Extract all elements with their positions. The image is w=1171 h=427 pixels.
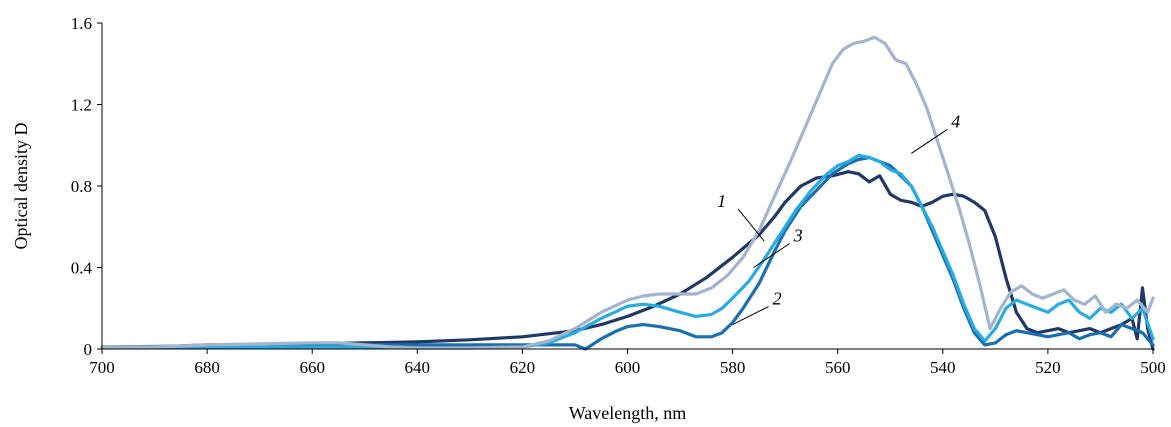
annotation-leader-3 (753, 243, 790, 268)
x-tick-label: 580 (720, 358, 746, 377)
y-tick-label: 1.2 (71, 96, 92, 115)
y-tick-label: 0.4 (71, 259, 93, 278)
x-tick-label: 680 (194, 358, 220, 377)
x-tick-label: 620 (510, 358, 536, 377)
x-tick-label: 500 (1140, 358, 1166, 377)
x-axis-title: Wavelength, nm (569, 403, 687, 423)
series-line-2 (100, 155, 1155, 351)
y-axis-title: Optical density D (11, 123, 31, 250)
y-tick-labels: 0 0.4 0.8 1.2 1.6 (71, 14, 102, 359)
x-tick-label: 640 (405, 358, 431, 377)
curves-layer (100, 35, 1155, 351)
annotation-leader-2 (732, 306, 769, 325)
x-tick-label: 600 (615, 358, 641, 377)
y-tick-label: 1.6 (71, 14, 92, 33)
x-tick-label: 700 (89, 358, 115, 377)
annotation-label-3: 3 (793, 226, 803, 246)
series-line-3 (100, 153, 1155, 350)
curve-annotations: 1 2 3 4 (717, 111, 960, 325)
y-tick-label: 0 (84, 340, 93, 359)
x-tick-labels: 700 680 660 640 620 600 580 560 540 520 500 (89, 349, 1166, 377)
x-tick-label: 660 (299, 358, 325, 377)
x-tick-label: 560 (825, 358, 851, 377)
series-line-4 (100, 35, 1155, 350)
series-line-1 (100, 170, 1155, 351)
annotation-leader-1 (737, 208, 765, 242)
annotation-label-4: 4 (951, 111, 960, 131)
annotation-leader-4 (910, 128, 948, 154)
annotation-label-1: 1 (717, 191, 726, 211)
x-tick-label: 520 (1035, 358, 1061, 377)
x-tick-label: 540 (930, 358, 956, 377)
annotation-label-2: 2 (773, 289, 782, 309)
y-tick-label: 0.8 (71, 177, 92, 196)
